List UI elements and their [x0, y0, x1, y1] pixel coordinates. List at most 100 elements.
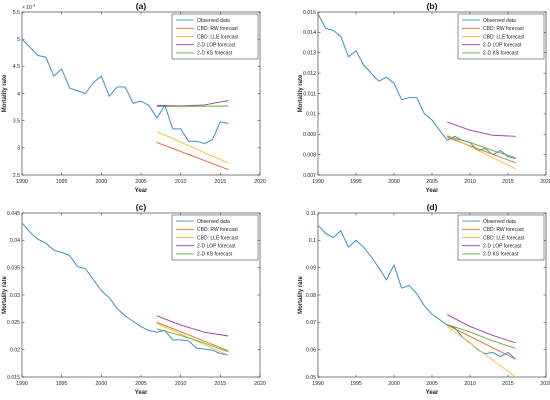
legend-label: CBD: RW forecast	[483, 227, 524, 233]
legend-label: 2-D LOP forecast	[197, 43, 236, 49]
y-exponent-base: × 10	[22, 5, 32, 11]
series-line-cbd_rw	[446, 324, 516, 360]
series-line-cbd_lle	[156, 131, 229, 164]
x-tick-label: 1990	[16, 179, 28, 185]
x-tick-label: 2000	[96, 381, 108, 387]
x-axis-label: Year	[135, 390, 148, 396]
legend-label: CBD: LLE forecast	[197, 34, 239, 40]
series-line-lop	[156, 100, 229, 107]
series-line-observed	[21, 38, 229, 144]
legend: Observed data CBD: RW forecast CBD: LLE fo…	[457, 214, 545, 261]
y-tick-label: 0.008	[303, 152, 316, 158]
series-line-lop	[446, 314, 516, 344]
legend-label: 2-D KS forecast	[483, 51, 519, 57]
x-tick-label: 1990	[312, 381, 324, 387]
series-line-lop	[156, 315, 229, 337]
y-axis-label: Mortality rate	[298, 276, 304, 314]
x-tick-label: 2020	[254, 381, 266, 387]
y-tick-label: 0.07	[306, 320, 316, 326]
y-tick-label: 3.5	[13, 118, 20, 124]
series-line-lop	[447, 121, 516, 137]
x-axis-label: Year	[135, 188, 148, 194]
legend-label: 2-D LOP forecast	[483, 244, 522, 250]
y-tick-label: 0.03	[10, 293, 20, 299]
legend-label: 2-D KS forecast	[197, 51, 233, 57]
chart-title: (a)	[136, 1, 147, 11]
subplot-c: 1990 1995 2000 2005 2010 2015 2020 0.015 0.02 0.0…	[2, 202, 266, 396]
subplot-d: 1990 1995 2000 2005 2010 2015 2020 0.05 0.06 0.07…	[298, 202, 550, 396]
series-line-cbd_rw	[447, 136, 516, 164]
y-tick-label: 0.015	[7, 375, 20, 381]
legend: Observed data CBD: RW forecast CBD: LLE fo…	[171, 13, 259, 60]
legend-label: CBD: LLE forecast	[483, 235, 525, 241]
legend: Observed data CBD: RW forecast CBD: LLE fo…	[171, 214, 259, 261]
y-tick-label: 0.06	[306, 347, 316, 353]
y-tick-label: 0.01	[306, 112, 316, 118]
legend-label: Observed data	[197, 18, 230, 24]
x-tick-label: 1995	[56, 381, 68, 387]
legend-label: Observed data	[197, 219, 230, 225]
x-tick-label: 2000	[388, 381, 400, 387]
x-tick-label: 2020	[540, 179, 550, 185]
subplot-b: 1990 1995 2000 2005 2010 2015 2020 0.007 0.008 0.…	[298, 1, 550, 194]
legend-label: 2-D KS forecast	[483, 252, 519, 258]
y-tick-label: 5	[17, 37, 20, 43]
y-tick-label: 0.012	[303, 71, 316, 77]
legend-label: Observed data	[483, 18, 516, 24]
series-line-cbd_rw	[156, 321, 229, 352]
y-tick-label: 0.015	[303, 10, 316, 16]
x-tick-label: 1995	[350, 179, 362, 185]
y-exponent-power: -3	[32, 4, 35, 8]
x-tick-label: 2010	[175, 381, 187, 387]
x-axis-label: Year	[426, 390, 439, 396]
x-tick-label: 2005	[426, 381, 438, 387]
y-tick-label: 0.1	[309, 238, 316, 244]
y-tick-label: 0.014	[303, 30, 316, 36]
y-tick-label: 0.011	[303, 91, 316, 97]
series-line-cbd_lle	[446, 326, 516, 378]
y-tick-label: 0.11	[306, 211, 316, 217]
y-tick-label: 3	[17, 146, 20, 152]
legend-label: CBD: RW forecast	[197, 26, 238, 32]
x-tick-label: 2005	[135, 381, 147, 387]
chart-title: (c)	[136, 202, 147, 212]
x-tick-label: 2010	[464, 179, 476, 185]
subplot-a: 1990 1995 2000 2005 2010 2015 2020 2.5 3 3.5 4 4.5 5…	[2, 1, 266, 194]
series-line-observed	[21, 222, 229, 356]
y-tick-label: 0.025	[7, 320, 20, 326]
y-tick-label: 4	[17, 91, 20, 97]
chart-title: (d)	[427, 202, 438, 212]
y-axis-label: Mortality rate	[298, 74, 304, 112]
x-tick-label: 2020	[540, 381, 550, 387]
y-axis-label: Mortality rate	[2, 74, 8, 112]
x-tick-label: 2015	[502, 381, 514, 387]
chart-title: (b)	[427, 1, 438, 11]
legend-label: 2-D LOP forecast	[197, 244, 236, 250]
x-tick-label: 2010	[464, 381, 476, 387]
legend-label: CBD: LLE forecast	[483, 34, 525, 40]
x-axis-label: Year	[426, 188, 439, 194]
y-tick-label: 0.007	[303, 173, 316, 179]
y-tick-label: 4.5	[13, 64, 20, 70]
series-line-ks	[447, 324, 516, 349]
legend-label: 2-D KS forecast	[197, 252, 233, 258]
legend-label: CBD: LLE forecast	[197, 235, 239, 241]
x-tick-label: 2010	[175, 179, 187, 185]
series-line-cbd_rw	[156, 141, 229, 170]
x-tick-label: 1995	[56, 179, 68, 185]
legend: Observed data CBD: RW forecast CBD: LLE fo…	[457, 13, 545, 60]
y-tick-label: 2.5	[13, 173, 20, 179]
y-tick-label: 0.09	[306, 265, 316, 271]
y-tick-label: 0.02	[10, 347, 20, 353]
series-line-ks	[447, 135, 516, 159]
legend-label: CBD: RW forecast	[197, 227, 238, 233]
series-line-ks	[156, 328, 229, 353]
legend-label: 2-D LOP forecast	[483, 43, 522, 49]
y-tick-label: 0.013	[303, 51, 316, 57]
y-exponent-label: × 10-3	[22, 4, 35, 12]
x-tick-label: 2015	[215, 179, 227, 185]
x-tick-label: 2015	[215, 381, 227, 387]
x-tick-label: 1990	[16, 381, 28, 387]
y-tick-label: 0.035	[7, 265, 20, 271]
